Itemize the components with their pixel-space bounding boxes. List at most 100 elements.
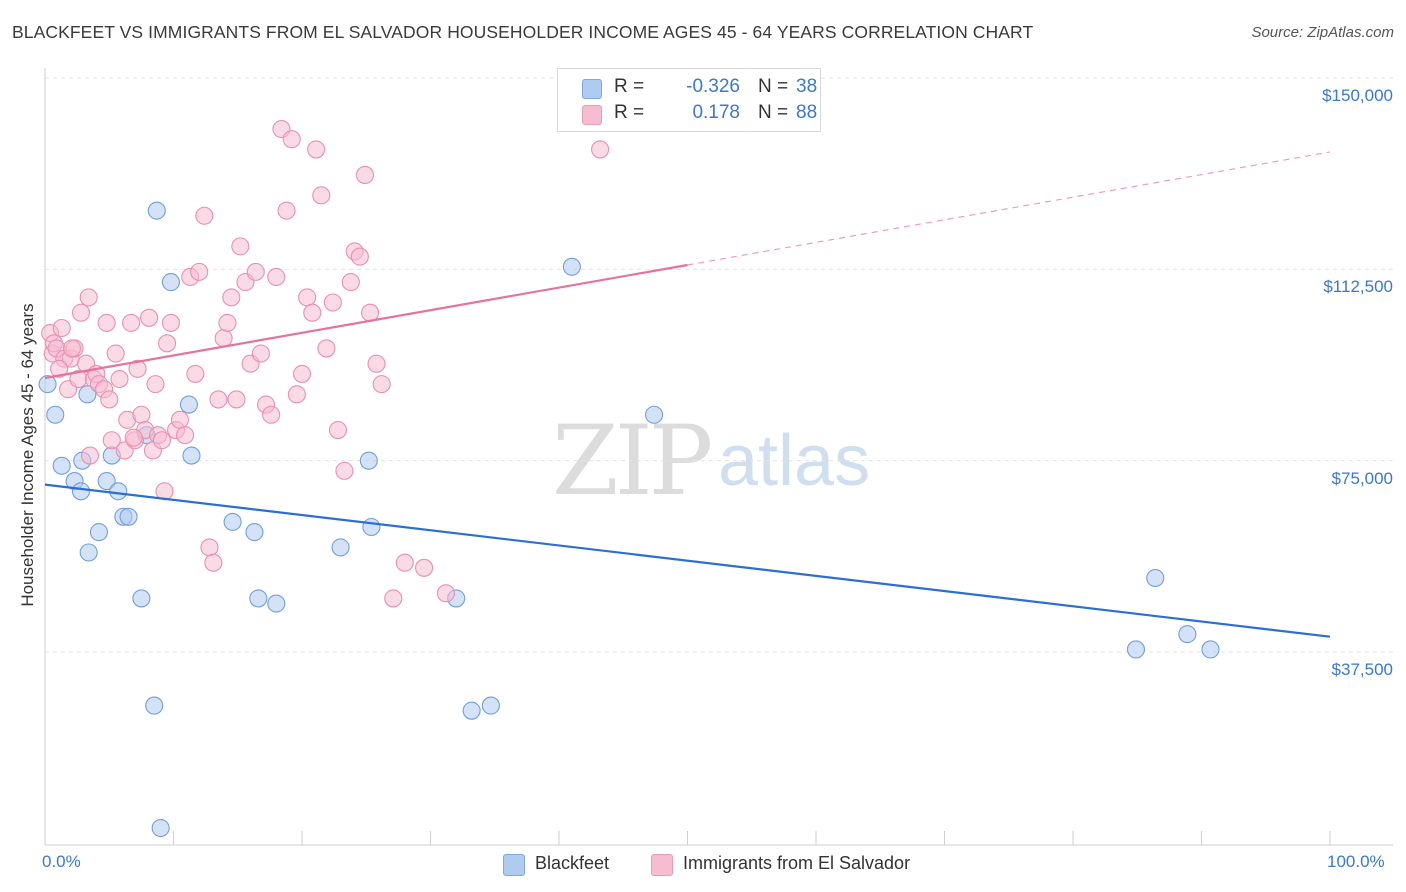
el-salvador-point [140,308,159,327]
el-salvador-point [436,584,455,603]
legend-label: Immigrants from El Salvador [683,853,911,873]
el-salvador-point [277,201,296,220]
el-salvador-point [328,421,348,440]
el-salvador-point [186,364,205,383]
blackfeet-point [109,482,128,501]
n-value: 38 [796,76,818,97]
blackfeet-point [46,405,65,424]
blackfeet-point [245,523,264,542]
el-salvador-point [50,359,69,378]
el-salvador-point [384,589,403,608]
el-salvador-point [80,446,100,465]
el-salvador-point [395,553,414,572]
blackfeet-point [97,472,116,491]
el-salvador-point [146,375,165,394]
y-tick-label: $37,500 [1331,660,1393,679]
el-salvador-point [100,390,119,409]
el-salvador-point [190,262,209,281]
el-salvador-point [227,390,246,409]
blackfeet-point [1126,640,1146,659]
el-salvador-point [102,431,121,450]
el-salvador-point [106,344,125,363]
trend-lines [44,151,1331,638]
el-salvador-point [341,273,360,292]
el-salvador-point [158,334,177,353]
el-salvador-point [200,538,219,557]
el-salvador-point [79,288,98,307]
el-salvador-point [355,165,375,184]
el-salvador-point [170,410,189,429]
el-salvador-point [251,344,270,363]
el-salvador-point [267,267,286,287]
blackfeet-point [179,395,198,414]
el-salvador-point [218,313,237,332]
blackfeet-trend-line [44,483,1331,638]
el-salvador-point [415,558,434,577]
el-salvador-point [214,329,233,348]
r-label: R = [614,76,645,97]
blackfeet-point [359,451,378,470]
legend-label: Blackfeet [535,853,610,873]
data-points [38,119,1220,838]
blackfeet-point [182,446,201,465]
el-salvador-point [110,369,129,389]
el-salvador-point [132,405,151,424]
el-salvador-point [335,461,354,480]
x-tick-label-min: 0.0% [42,852,81,871]
axes [44,68,1393,846]
el-salvador-point [52,318,71,338]
el-salvador-point [262,405,281,424]
chart-title: BLACKFEET VS IMMIGRANTS FROM EL SALVADOR… [12,22,1034,42]
blackfeet-point [1201,640,1220,659]
y-tick-label: $150,000 [1322,86,1393,105]
el-salvador-point [298,288,317,307]
n-label: N = [758,76,789,97]
blackfeet-point [78,385,97,404]
el-salvador-point [124,428,143,447]
blackfeet-point [481,696,500,715]
el-salvador-point [303,303,322,322]
blackfeet-point [151,818,170,838]
el-salvador-point [287,385,306,404]
el-salvador-point [204,553,223,572]
blackfeet-point [223,512,242,531]
blackfeet-point [645,405,664,424]
y-tick-label: $75,000 [1331,468,1393,488]
el-salvador-point [161,313,180,332]
el-salvador-point [71,303,91,322]
blackfeet-point [119,507,138,526]
blackfeet-swatch [582,79,602,99]
blackfeet-point [147,201,166,220]
el-salvador-point [152,431,171,450]
x-tick-label-max: 100.0% [1327,852,1385,871]
correlation-stats-box: R = -0.326 N = 38 R = 0.178 N = 88 [557,68,821,132]
el-salvador-point [128,359,147,378]
blackfeet-point [562,257,581,276]
blackfeet-point [362,517,381,537]
blackfeet-point [145,696,164,715]
blackfeet-point [331,538,350,557]
el-salvador-point [231,237,250,256]
n-label: N = [758,102,789,123]
el-salvador-point [97,313,116,332]
el-salvador-point [317,339,336,358]
blackfeet-point [71,482,91,501]
el-salvador-point [176,426,195,445]
blackfeet-point [52,456,71,475]
legend-swatch-el-salvador [651,854,673,876]
n-value: 88 [796,102,818,123]
el-salvador-point [62,339,82,358]
y-tick-label: $112,500 [1323,277,1393,297]
el-salvador-swatch [582,105,602,125]
el-salvador-point [307,140,326,159]
blackfeet-point [38,375,57,394]
el-salvador-point [209,390,228,409]
el-salvador-point [282,130,301,149]
el-salvador-point [361,303,380,322]
source-label: Source: ZipAtlas.com [1251,24,1394,41]
el-salvador-point [246,262,265,281]
blackfeet-point [249,589,268,608]
el-salvador-point [195,206,214,225]
legend-swatch-blackfeet [503,854,525,876]
blackfeet-point [161,273,180,292]
